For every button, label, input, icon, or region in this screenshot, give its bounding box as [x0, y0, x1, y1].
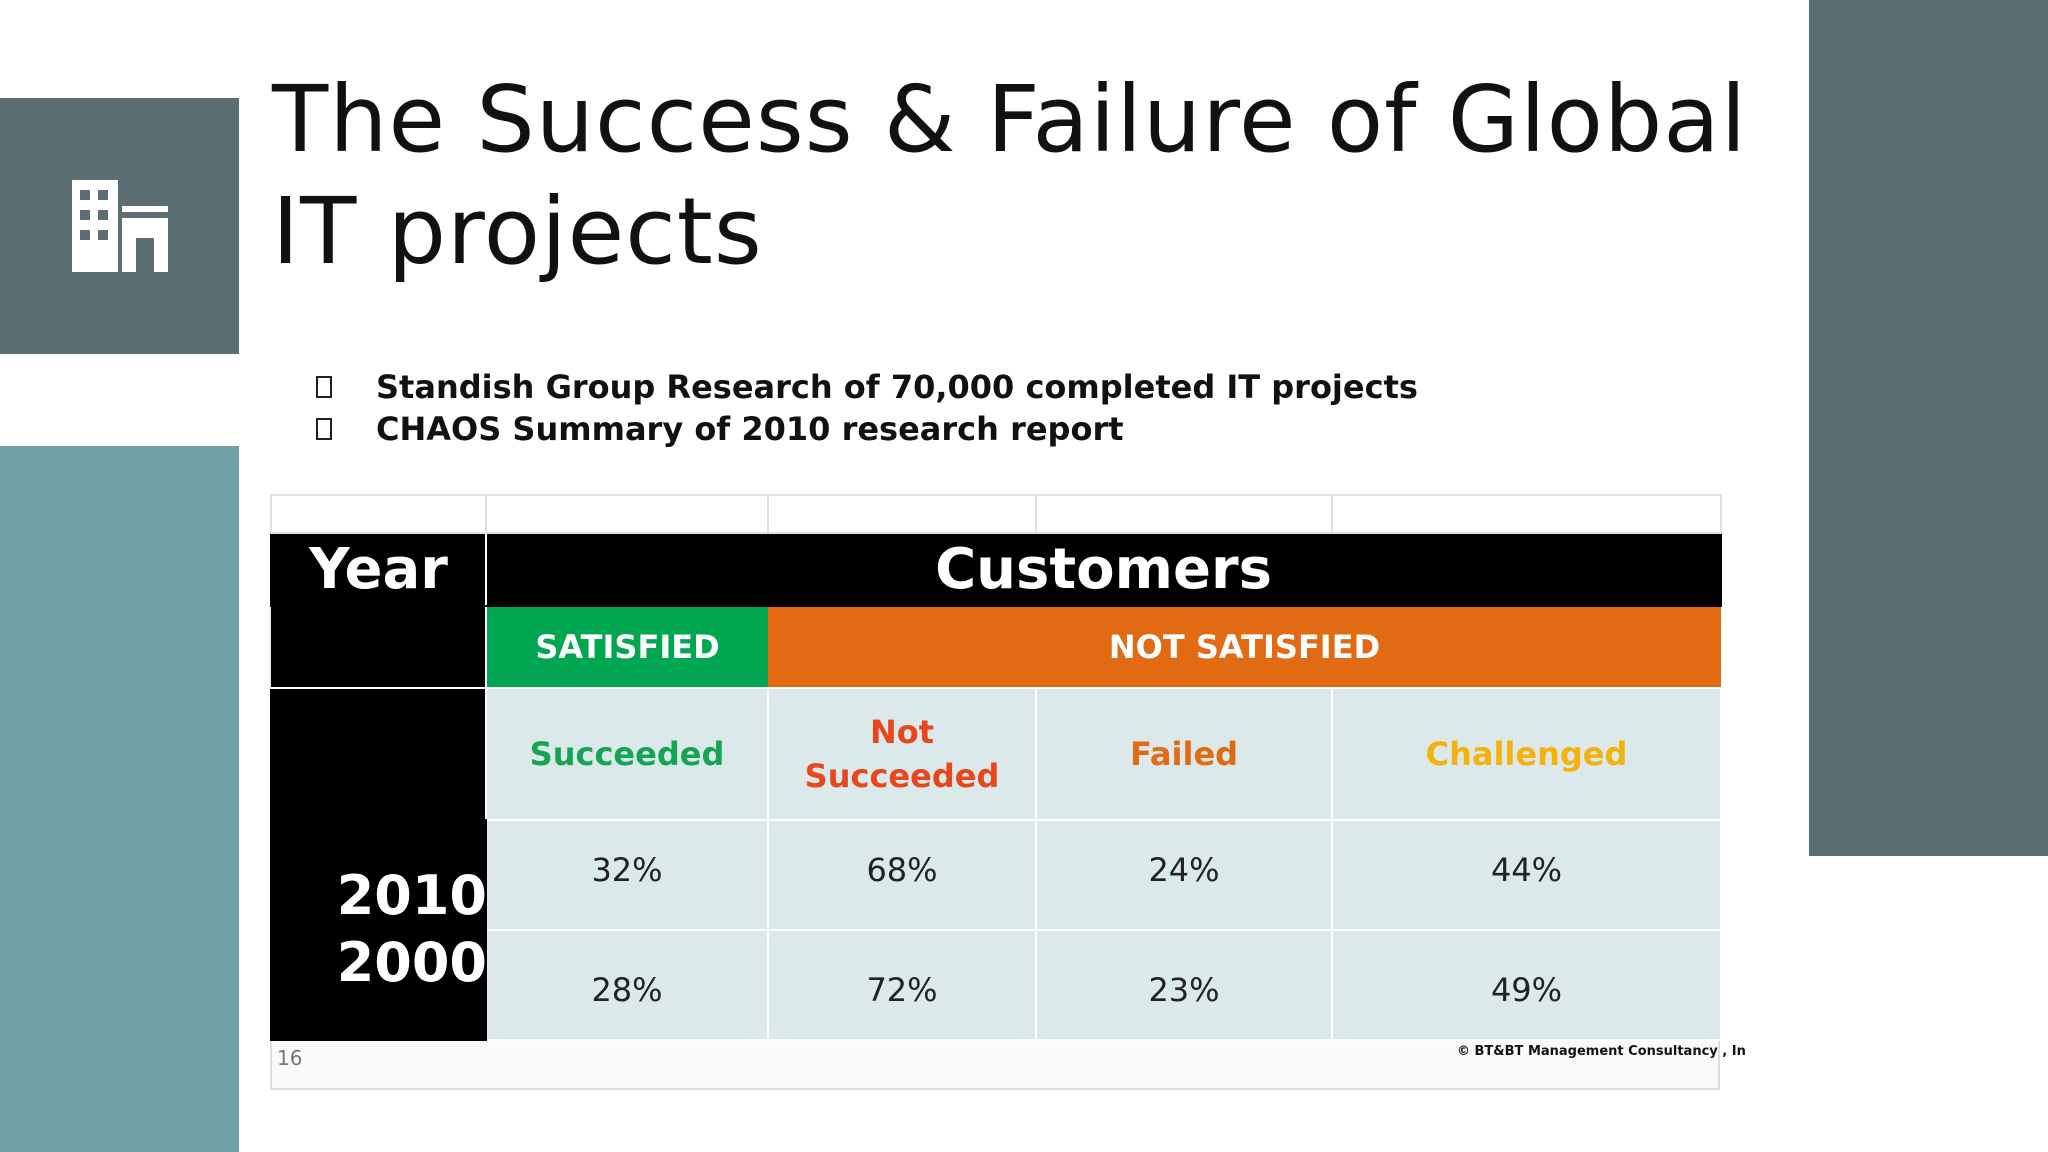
blank-year-cell — [270, 687, 487, 821]
year-header: Year — [270, 532, 487, 607]
copyright-notice: © BT&BT Management Consultancy , In — [1457, 1044, 1746, 1059]
value-cell: 28% — [485, 929, 769, 1041]
outcome-label: Not — [869, 713, 935, 751]
results-table-wrapper: Year Customers SATISFIED NOT SATISFIED S… — [270, 494, 1722, 1041]
empty-cell — [767, 494, 1037, 534]
bullet-square-icon — [316, 418, 332, 440]
value-cell: 32% — [485, 819, 769, 931]
outcome-label: Succeeded — [529, 735, 725, 773]
bullet-item: CHAOS Summary of 2010 research report — [316, 408, 1418, 450]
outcome-succeeded: Succeeded — [485, 687, 769, 821]
empty-cell — [1035, 494, 1333, 534]
value-cell: 49% — [1331, 929, 1722, 1041]
building-icon — [72, 180, 168, 272]
bullet-item: Standish Group Research of 70,000 comple… — [316, 366, 1418, 408]
bullet-text: CHAOS Summary of 2010 research report — [376, 410, 1124, 448]
outcome-row: Succeeded Not Succeeded Failed Challenge… — [270, 687, 1722, 821]
value-cell: 68% — [767, 819, 1037, 931]
outcome-label: Succeeded — [804, 757, 1000, 795]
slide-number: 16 — [277, 1046, 303, 1070]
customers-header: Customers — [485, 532, 1722, 607]
bullet-text: Standish Group Research of 70,000 comple… — [376, 368, 1418, 406]
bullet-square-icon — [316, 376, 332, 398]
year-value: 2010 — [336, 864, 487, 927]
value-cell: 72% — [767, 929, 1037, 1041]
blank-year-cell — [271, 605, 487, 689]
year-cell: 2000 — [270, 929, 487, 1041]
outcome-challenged: Challenged — [1331, 687, 1722, 821]
empty-cell — [485, 494, 769, 534]
satisfaction-row: SATISFIED NOT SATISFIED — [271, 605, 1721, 689]
year-cell: 2010 — [270, 819, 487, 931]
value-cell: 23% — [1035, 929, 1333, 1041]
outcome-label: Challenged — [1425, 735, 1628, 773]
empty-cell — [270, 494, 487, 534]
left-teal-band — [0, 446, 239, 1152]
outcome-label: Failed — [1129, 735, 1239, 773]
slide-title: The Success & Failure of Global IT proje… — [272, 66, 1748, 285]
value-cell: 24% — [1035, 819, 1333, 931]
outcome-not-succeeded: Not Succeeded — [767, 687, 1037, 821]
bullet-list: Standish Group Research of 70,000 comple… — [316, 366, 1418, 450]
satisfied-header: SATISFIED — [486, 605, 768, 689]
outcome-failed: Failed — [1035, 687, 1333, 821]
table-empty-row — [270, 494, 1722, 534]
empty-cell — [1331, 494, 1722, 534]
table-row: 2010 32% 68% 24% 44% — [270, 819, 1722, 931]
not-satisfied-header: NOT SATISFIED — [768, 605, 1721, 689]
results-table: Year Customers SATISFIED NOT SATISFIED S… — [270, 494, 1722, 1041]
right-dark-band — [1809, 0, 2048, 856]
table-row: 2000 28% 72% 23% 49% — [270, 929, 1722, 1041]
left-dark-band — [0, 98, 239, 354]
year-value: 2000 — [336, 931, 487, 994]
table-header-row: Year Customers — [270, 532, 1722, 607]
value-cell: 44% — [1331, 819, 1722, 931]
